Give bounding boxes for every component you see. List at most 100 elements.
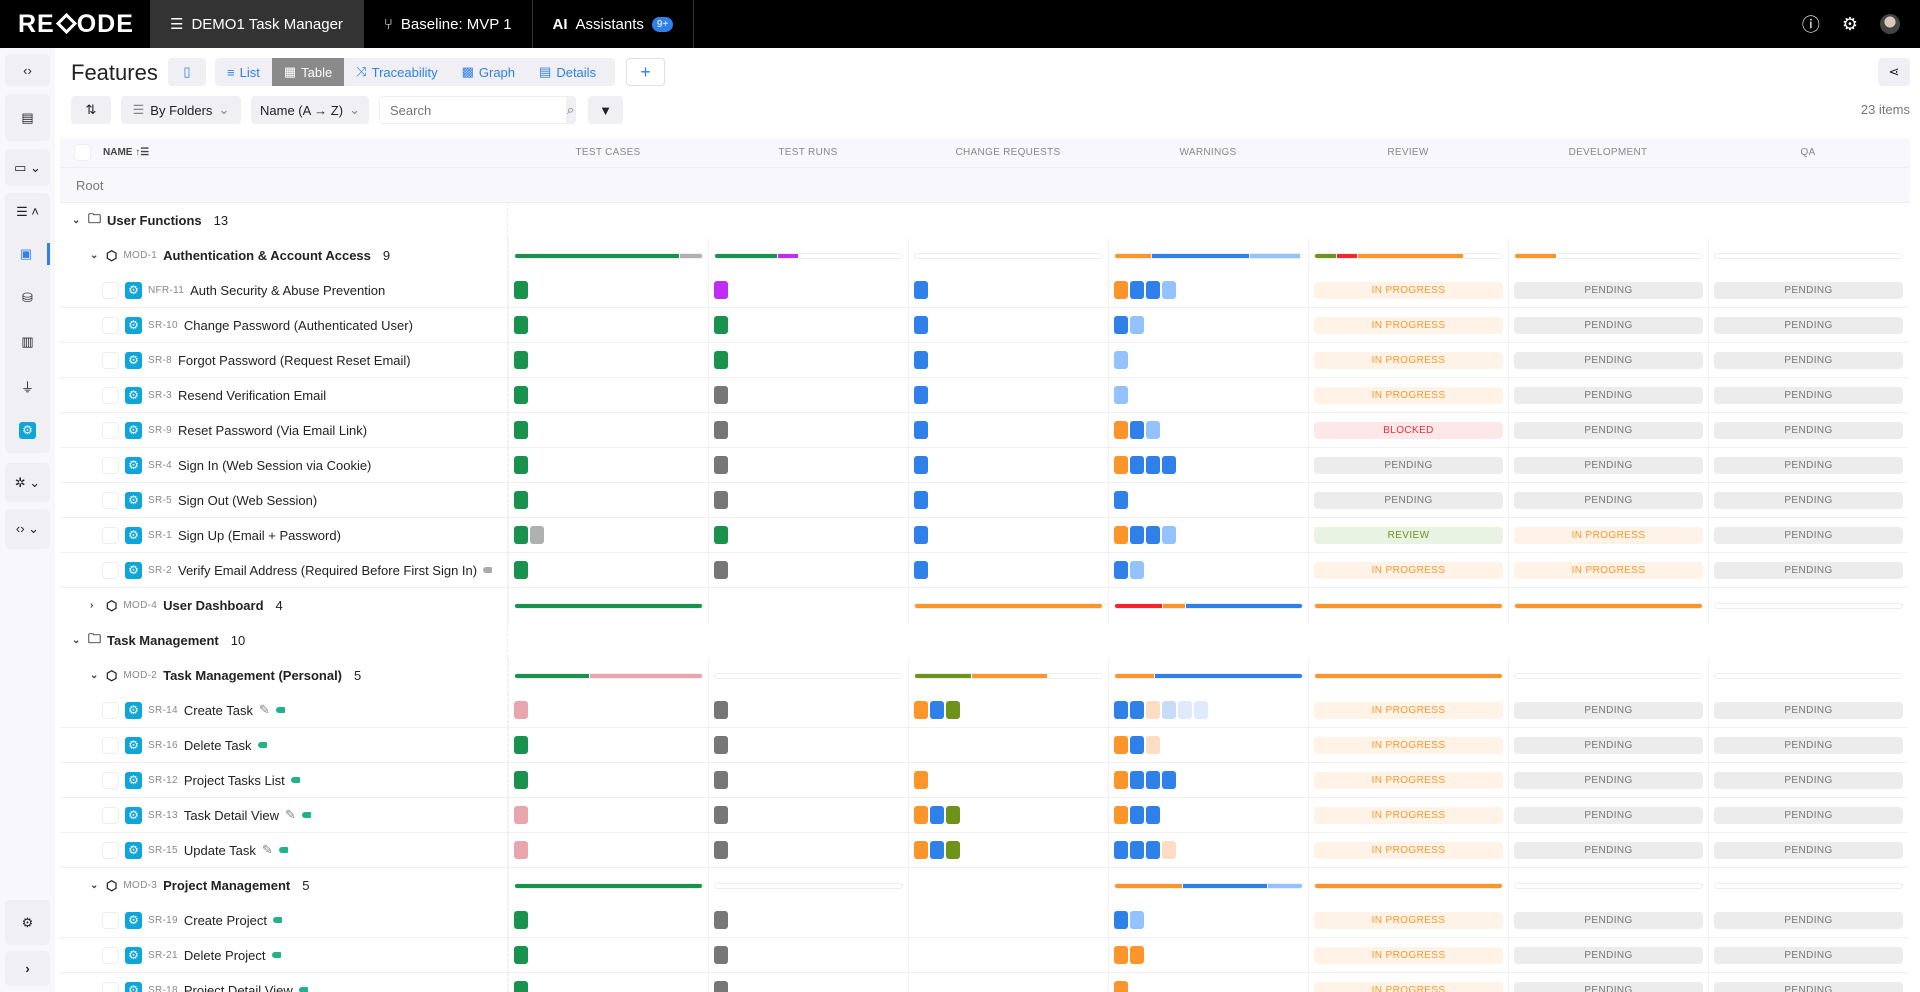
warnings-chip[interactable] [1130, 841, 1144, 859]
search-input[interactable] [380, 97, 566, 123]
table-row[interactable]: ⚙ SR-9 Reset Password (Via Email Link) BLOC… [60, 413, 1910, 448]
development-status-badge[interactable]: PENDING [1514, 281, 1703, 299]
change-requests-chip[interactable] [946, 806, 960, 824]
warnings-chip[interactable] [1130, 526, 1144, 544]
qa-status-badge[interactable]: PENDING [1714, 911, 1903, 929]
server-icon[interactable]: ▤ [5, 94, 50, 141]
review-status-badge[interactable]: IN PROGRESS [1314, 386, 1503, 404]
table-row[interactable]: ⚙ SR-1 Sign Up (Email + Password) REVIEW IN … [60, 518, 1910, 553]
warnings-chip[interactable] [1130, 736, 1144, 754]
table-row[interactable]: ⚙ SR-16 Delete Task IN PROGRESS PENDING PENDI… [60, 728, 1910, 763]
tab-project[interactable]: ☰ DEMO1 Task Manager [150, 0, 364, 48]
pencil-icon[interactable]: ✎ [259, 702, 270, 717]
development-status-badge[interactable]: PENDING [1514, 456, 1703, 474]
test-cases-chip[interactable] [514, 281, 528, 299]
table-row[interactable]: ⚙ SR-10 Change Password (Authenticated Use… [60, 308, 1910, 343]
recode-logo[interactable]: RE ODE [18, 9, 134, 38]
test-cases-chip[interactable] [514, 561, 528, 579]
view-graph[interactable]: ▩ Graph [461, 64, 516, 80]
warnings-chip[interactable] [1130, 911, 1144, 929]
row-checkbox[interactable] [102, 946, 119, 964]
change-requests-chip[interactable] [914, 771, 928, 789]
settings-icon[interactable]: ⚙ [5, 900, 50, 945]
filter-button[interactable]: ▼ [588, 96, 623, 124]
warnings-chip[interactable] [1146, 771, 1160, 789]
review-status-badge[interactable]: IN PROGRESS [1314, 351, 1503, 369]
review-status-badge[interactable]: PENDING [1314, 456, 1503, 474]
warnings-chip[interactable] [1146, 526, 1160, 544]
warnings-chip[interactable] [1114, 491, 1128, 509]
table-row[interactable]: ⚙ SR-21 Delete Project IN PROGRESS PENDING PE… [60, 938, 1910, 973]
test-cases-chip[interactable] [514, 526, 528, 544]
qa-status-badge[interactable]: PENDING [1714, 806, 1903, 824]
select-all-checkbox[interactable] [74, 144, 91, 161]
warnings-chip[interactable] [1114, 281, 1128, 299]
warnings-chip[interactable] [1114, 771, 1128, 789]
module-row[interactable]: › ⬡ MOD-4 User Dashboard 4 [60, 588, 1910, 623]
development-status-badge[interactable]: PENDING [1514, 911, 1703, 929]
gear-icon[interactable]: ⚙ [1841, 13, 1858, 34]
qa-status-badge[interactable]: PENDING [1714, 316, 1903, 334]
table-row[interactable]: ⚙ SR-12 Project Tasks List IN PROGRESS PENDI… [60, 763, 1910, 798]
chevron-down-icon[interactable]: ⌄ [90, 880, 99, 891]
change-requests-chip[interactable] [914, 386, 928, 404]
chevron-down-icon[interactable]: ⌄ [72, 215, 81, 226]
table-row[interactable]: ⚙ SR-14 Create Task ✎ IN PROGRESS PENDING PEND… [60, 693, 1910, 728]
database-icon[interactable]: ⛁ [22, 290, 33, 305]
warnings-chip[interactable] [1162, 771, 1176, 789]
row-checkbox[interactable] [102, 771, 119, 789]
test-runs-chip[interactable] [714, 281, 728, 299]
test-cases-chip[interactable] [514, 491, 528, 509]
row-checkbox[interactable] [102, 386, 119, 404]
table-row[interactable]: ⚙ SR-2 Verify Email Address (Required Befo… [60, 553, 1910, 588]
change-requests-chip[interactable] [914, 456, 928, 474]
table-row[interactable]: ⚙ SR-8 Forgot Password (Request Reset Emai… [60, 343, 1910, 378]
row-checkbox[interactable] [102, 736, 119, 754]
review-status-badge[interactable]: BLOCKED [1314, 421, 1503, 439]
row-checkbox[interactable] [102, 981, 119, 992]
test-runs-chip[interactable] [714, 771, 728, 789]
test-runs-chip[interactable] [714, 841, 728, 859]
row-checkbox[interactable] [102, 806, 119, 824]
change-requests-chip[interactable] [914, 351, 928, 369]
warnings-chip[interactable] [1114, 561, 1128, 579]
row-checkbox[interactable] [102, 701, 119, 719]
table-row[interactable]: ⚙ NFR-11 Auth Security & Abuse Prevention I… [60, 273, 1910, 308]
development-status-badge[interactable]: PENDING [1514, 421, 1703, 439]
row-checkbox[interactable] [102, 351, 119, 369]
column-warnings[interactable]: WARNINGS [1179, 147, 1237, 158]
review-status-badge[interactable]: IN PROGRESS [1314, 841, 1503, 859]
avatar[interactable] [1880, 14, 1900, 34]
qa-status-badge[interactable]: PENDING [1714, 421, 1903, 439]
review-status-badge[interactable]: IN PROGRESS [1314, 981, 1503, 992]
warnings-chip[interactable] [1130, 561, 1144, 579]
row-checkbox[interactable] [102, 421, 119, 439]
qa-status-badge[interactable]: PENDING [1714, 736, 1903, 754]
warnings-chip[interactable] [1114, 386, 1128, 404]
test-cases-chip[interactable] [514, 771, 528, 789]
development-status-badge[interactable]: PENDING [1514, 351, 1703, 369]
warnings-chip[interactable] [1114, 456, 1128, 474]
test-runs-chip[interactable] [714, 456, 728, 474]
pencil-icon[interactable]: ✎ [285, 807, 296, 822]
column-test-runs[interactable]: TEST RUNS [778, 147, 838, 158]
expand-sidebar-icon[interactable]: › [5, 951, 50, 986]
warnings-chip[interactable] [1146, 806, 1160, 824]
warnings-chip[interactable] [1194, 701, 1208, 719]
qa-status-badge[interactable]: PENDING [1714, 456, 1903, 474]
group-by-select[interactable]: ☰ By Folders ⌄ [121, 96, 241, 124]
test-runs-chip[interactable] [714, 911, 728, 929]
test-runs-chip[interactable] [714, 561, 728, 579]
qa-status-badge[interactable]: PENDING [1714, 771, 1903, 789]
qa-status-badge[interactable]: PENDING [1714, 841, 1903, 859]
test-runs-chip[interactable] [714, 316, 728, 334]
test-cases-chip[interactable] [514, 806, 528, 824]
development-status-badge[interactable]: IN PROGRESS [1514, 561, 1703, 579]
warnings-chip[interactable] [1130, 946, 1144, 964]
test-cases-chip[interactable] [530, 526, 544, 544]
row-checkbox[interactable] [102, 911, 119, 929]
test-runs-chip[interactable] [714, 386, 728, 404]
table-row[interactable]: ⚙ SR-18 Project Detail View IN PROGRESS PEND… [60, 973, 1910, 992]
row-checkbox[interactable] [102, 561, 119, 579]
qa-status-badge[interactable]: PENDING [1714, 491, 1903, 509]
